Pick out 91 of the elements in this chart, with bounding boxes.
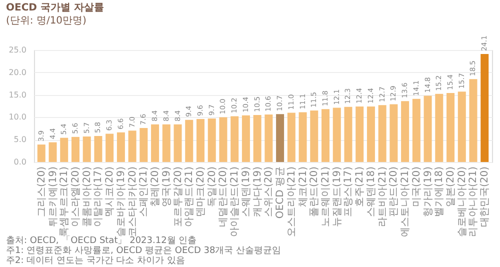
y-tick-label: 5.0 (14, 135, 26, 144)
text: 주1: 연령표준화 사망률로, OECD 평균은 OECD 38개국 산술평균임 (6, 246, 282, 256)
x-tick-label: 이탈리아(17) (93, 166, 104, 228)
bar (71, 136, 80, 162)
x-tick-label: 핀란드(20) (388, 166, 400, 218)
x-tick-label: OECD 평균 (275, 166, 286, 219)
x-tick-label: 코스타리카(20) (127, 166, 138, 238)
bar (208, 118, 216, 162)
y-tick-label: 0.0 (14, 158, 26, 166)
bar (446, 93, 455, 162)
bar (310, 110, 318, 162)
bar (322, 109, 330, 162)
chart-title: OECD 국가별 자살률 (6, 2, 104, 14)
x-tick-label: 그리스(20) (36, 166, 48, 218)
bar (264, 114, 273, 162)
x-tick-label: 미국(20) (411, 166, 422, 208)
source-note: 출처: OECD, 「OECD Stat」 2023.12월 인출 (6, 235, 197, 246)
x-tick-label: 에스토니아(21) (400, 166, 412, 238)
y-tick-label: 20.0 (8, 68, 26, 77)
bar (390, 104, 398, 162)
bar (140, 128, 148, 162)
bar (298, 112, 307, 162)
bar (48, 142, 57, 162)
bar (106, 134, 114, 162)
text: 주2: 데이터 연도는 국가간 다소 차이가 있음 (6, 256, 185, 266)
bar (37, 144, 46, 162)
x-tick-label: 벨기에(18) (434, 166, 446, 218)
y-tick-label: 10.0 (8, 112, 26, 122)
x-tick-label: 프랑스(17) (343, 166, 354, 218)
bar (242, 115, 250, 162)
bar (424, 96, 432, 162)
y-tick-label: 25.0 (8, 46, 26, 54)
bar (196, 118, 204, 162)
x-tick-label: 멕시코(20) (104, 166, 116, 218)
x-tick-label: 대한민국(20) (480, 166, 491, 228)
bar (469, 79, 478, 162)
x-tick-label: 룩셈부르크(21) (59, 166, 70, 238)
x-tick-label: 스페인(21) (138, 166, 150, 218)
bar (185, 120, 194, 162)
x-tick-label: 튀르키예(19) (48, 166, 59, 228)
bar (344, 106, 352, 162)
x-tick-label: 네덜란드(20) (218, 166, 230, 228)
bar (174, 124, 182, 162)
x-tick-label: 폴란드(20) (309, 166, 320, 218)
bar (412, 98, 420, 162)
x-tick-label: 영국(19) (161, 166, 172, 208)
x-tick-label: 체코(21) (298, 166, 309, 208)
bar (356, 106, 364, 162)
bar (82, 136, 91, 162)
x-tick-label: 슬로베니아(20) (456, 166, 468, 238)
bar (60, 138, 68, 162)
x-tick-label: 포르투갈(20) (172, 166, 184, 228)
x-tick-label: 일본(20) (446, 166, 457, 208)
x-tick-label: 슬로바키아(19) (116, 166, 127, 238)
x-tick-label: 리투아니아(21) (468, 166, 480, 238)
x-tick-label: 스위스(20) (264, 166, 275, 218)
x-tick-label: 라트비아(21) (377, 166, 388, 228)
bar (219, 117, 228, 162)
x-tick-label: 헝가리(19) (422, 166, 434, 218)
bar (162, 124, 170, 162)
chart-subtitle: (단위: 명/10만명) (6, 15, 87, 26)
x-tick-label: 뉴질랜드(19) (332, 166, 343, 228)
bar (253, 114, 262, 162)
bar (480, 54, 489, 162)
x-tick-label: 스웨덴(18) (366, 166, 377, 218)
bar (378, 105, 386, 162)
bar (276, 114, 284, 162)
bar (116, 132, 125, 162)
x-tick-label: 아일랜드(21) (184, 166, 196, 228)
bar (458, 92, 466, 162)
bar (94, 136, 102, 162)
x-tick-label: 오스트리아(21) (286, 166, 298, 238)
x-tick-label: 스웨덴(19) (240, 166, 252, 218)
bar (287, 112, 296, 162)
bar (332, 108, 341, 162)
x-tick-label: 캐나다(19) (252, 166, 264, 218)
bar (128, 130, 136, 162)
y-tick-label: 15.0 (8, 90, 26, 100)
x-tick-label: 독일(20) (206, 166, 218, 208)
x-tick-label: 콜롬비아(20) (82, 166, 93, 228)
x-tick-label: 아이슬란드(21) (230, 166, 241, 238)
bar (435, 94, 444, 162)
x-tick-label: 칠레(20) (150, 166, 162, 208)
bar (401, 101, 410, 162)
bar (151, 124, 160, 162)
x-tick-label: 호주(21) (354, 166, 366, 208)
x-tick-label: 노르웨이(21) (320, 166, 332, 228)
x-tick-label: 덴마크(20) (195, 166, 206, 218)
x-tick-label: 이스라엘(20) (70, 166, 82, 228)
bar (230, 116, 239, 162)
bar (366, 106, 375, 162)
